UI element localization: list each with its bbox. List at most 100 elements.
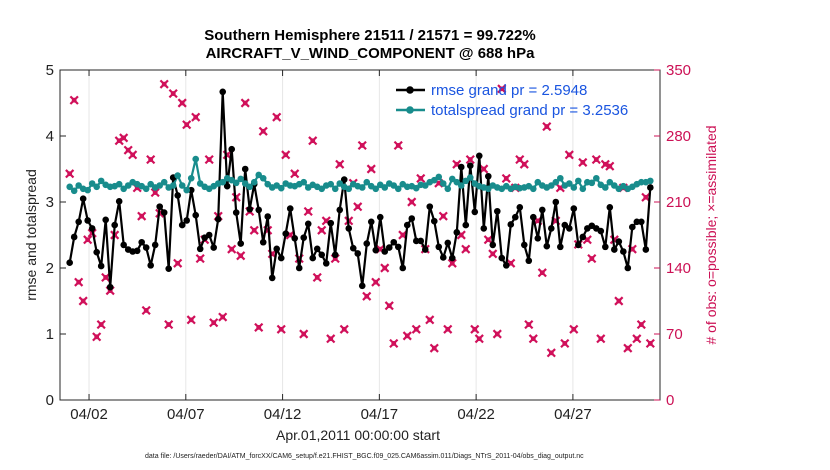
series-0-point-48 — [282, 230, 290, 237]
series-0-point-89 — [466, 162, 474, 169]
obs-point-73 — [393, 140, 403, 151]
series-0-point-99 — [511, 213, 519, 221]
series-1-point-21 — [160, 178, 168, 186]
obs-dot — [359, 143, 365, 148]
obs-dot — [152, 190, 158, 195]
obs-dot — [526, 322, 532, 327]
series-0-point-91 — [475, 152, 483, 160]
obs-point-116 — [587, 253, 597, 264]
series-0-point-42 — [255, 206, 263, 214]
y-right-tick-label-1: 70 — [666, 326, 683, 343]
obs-point-54 — [308, 136, 318, 146]
obs-dot — [535, 218, 541, 224]
obs-point-8 — [101, 272, 111, 283]
series-0-point-128 — [642, 246, 650, 253]
obs-point-43 — [258, 126, 268, 136]
series-0-point-11 — [115, 198, 123, 205]
series-0-point-4 — [84, 217, 91, 224]
series-1-point-70 — [381, 184, 389, 191]
obs-point-78 — [416, 173, 426, 184]
obs-point-25 — [177, 98, 187, 108]
series-1-point-65 — [358, 184, 366, 191]
series-0-point-45 — [268, 274, 276, 282]
obs-point-52 — [299, 329, 309, 339]
obs-point-96 — [497, 84, 507, 94]
obs-dot — [80, 298, 86, 304]
x-tick-label-4: 04/22 — [457, 406, 495, 423]
series-0-point-65 — [358, 282, 366, 290]
series-0-point-104 — [534, 235, 542, 242]
series-1-point-59 — [331, 185, 339, 193]
y-tick-label-2: 2 — [46, 260, 54, 277]
series-1-point-41 — [250, 178, 258, 186]
series-0-point-76 — [408, 215, 416, 222]
series-1-point-82 — [435, 173, 443, 181]
y-tick-label-4: 4 — [46, 128, 54, 145]
series-0-point-6 — [93, 248, 100, 256]
series-1-point-111 — [566, 180, 573, 187]
obs-dot — [530, 336, 536, 342]
obs-dot — [301, 331, 307, 337]
obs-dot — [571, 326, 577, 332]
series-1-point-7 — [97, 177, 105, 185]
series-0-point-109 — [557, 243, 564, 251]
obs-point-2 — [74, 277, 84, 287]
obs-point-6 — [92, 332, 102, 342]
series-1-point-112 — [570, 184, 578, 191]
series-1-point-87 — [457, 182, 465, 189]
obs-dot — [278, 326, 284, 332]
x-tick-label-5: 04/27 — [554, 406, 592, 423]
series-0-point-62 — [345, 225, 353, 232]
obs-dot — [130, 152, 136, 158]
obs-point-22 — [164, 319, 174, 330]
obs-dot — [593, 157, 599, 162]
legend: rmse grand pr = 2.5948 totalspread grand… — [396, 82, 628, 119]
obs-dot — [166, 322, 172, 327]
series-0-point-10 — [111, 221, 118, 229]
obs-point-7 — [96, 319, 106, 330]
obs-point-71 — [384, 301, 394, 311]
x-axis-label: Apr.01,2011 00:00:00 start — [276, 427, 440, 443]
series-0-point-75 — [403, 221, 411, 229]
chart-title-line1: Southern Hemisphere 21511 / 21571 = 99.7… — [204, 27, 535, 44]
obs-point-94 — [488, 249, 498, 259]
obs-dot — [476, 336, 482, 342]
obs-point-102 — [524, 319, 534, 330]
obs-dot — [197, 256, 203, 261]
obs-point-12 — [119, 133, 129, 143]
obs-dot — [494, 331, 500, 337]
series-1-point-1 — [70, 187, 78, 195]
series-0-point-71 — [385, 244, 393, 251]
series-1-point-37 — [232, 179, 240, 187]
series-0-point-46 — [273, 245, 281, 253]
obs-dot — [544, 124, 550, 129]
obs-point-127 — [636, 319, 646, 330]
obs-dot — [616, 298, 622, 304]
obs-dot — [238, 253, 244, 259]
obs-dot — [170, 91, 176, 96]
series-0-point-8 — [102, 216, 109, 224]
obs-dot — [431, 345, 437, 351]
obs-point-122 — [614, 296, 624, 306]
series-1-point-6 — [93, 183, 100, 191]
series-0-point-24 — [174, 192, 182, 199]
series-0-point-60 — [336, 206, 344, 214]
series-0-point-53 — [304, 220, 312, 228]
x-tick-label-1: 04/07 — [167, 406, 205, 423]
series-0-point-59 — [331, 251, 339, 259]
y-axis-label: rmse and totalspread — [23, 169, 39, 301]
obs-point-66 — [362, 291, 372, 301]
series-1-point-47 — [277, 184, 285, 192]
obs-dot — [188, 317, 194, 323]
series-0-point-88 — [462, 221, 470, 229]
obs-dot — [323, 218, 329, 224]
obs-point-46 — [272, 112, 282, 122]
series-0-point-102 — [525, 257, 533, 265]
series-0-point-25 — [178, 221, 186, 229]
obs-point-65 — [357, 140, 367, 151]
obs-point-32 — [209, 318, 219, 328]
series-0-point-79 — [421, 246, 429, 253]
obs-point-126 — [632, 334, 642, 344]
obs-dot — [94, 334, 100, 340]
